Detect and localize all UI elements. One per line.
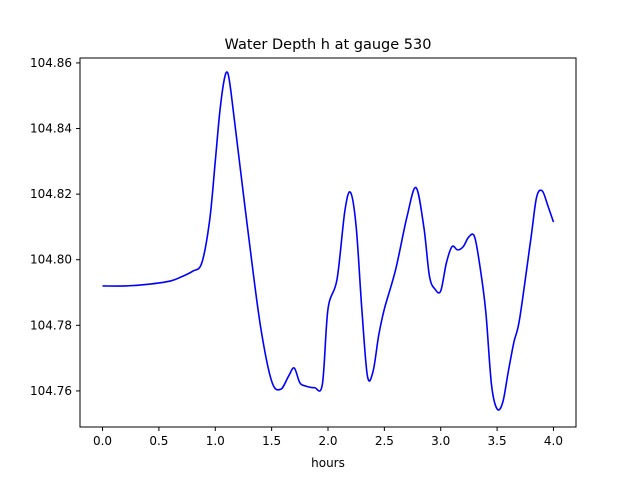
y-tick-label: 104.78: [30, 318, 72, 332]
x-axis-ticks: 0.0 0.5 1.0 1.5 2.0 2.5 3.0 3.5 4.0: [93, 427, 563, 448]
x-tick-label: 1.0: [206, 434, 225, 448]
x-tick-label: 1.5: [262, 434, 281, 448]
x-tick-label: 0.5: [149, 434, 168, 448]
y-tick-label: 104.82: [30, 187, 72, 201]
x-tick-label: 0.0: [93, 434, 112, 448]
y-axis-ticks: 104.76 104.78 104.80 104.82 104.84 104.86: [30, 56, 80, 398]
x-axis-title: hours: [311, 456, 345, 470]
y-tick-label: 104.86: [30, 56, 72, 70]
series-layer: [102, 71, 555, 411]
x-tick-label: 2.5: [375, 434, 394, 448]
y-tick-label: 104.80: [30, 253, 72, 267]
x-tick-label: 2.0: [318, 434, 337, 448]
chart-title: Water Depth h at gauge 530: [225, 37, 432, 53]
x-tick-label: 3.5: [488, 434, 507, 448]
y-tick-label: 104.84: [30, 122, 72, 136]
x-tick-label: 4.0: [544, 434, 563, 448]
y-tick-label: 104.76: [30, 384, 72, 398]
series-line: [102, 71, 555, 411]
plot-area-frame: [79, 57, 577, 428]
x-tick-label: 3.0: [431, 434, 450, 448]
